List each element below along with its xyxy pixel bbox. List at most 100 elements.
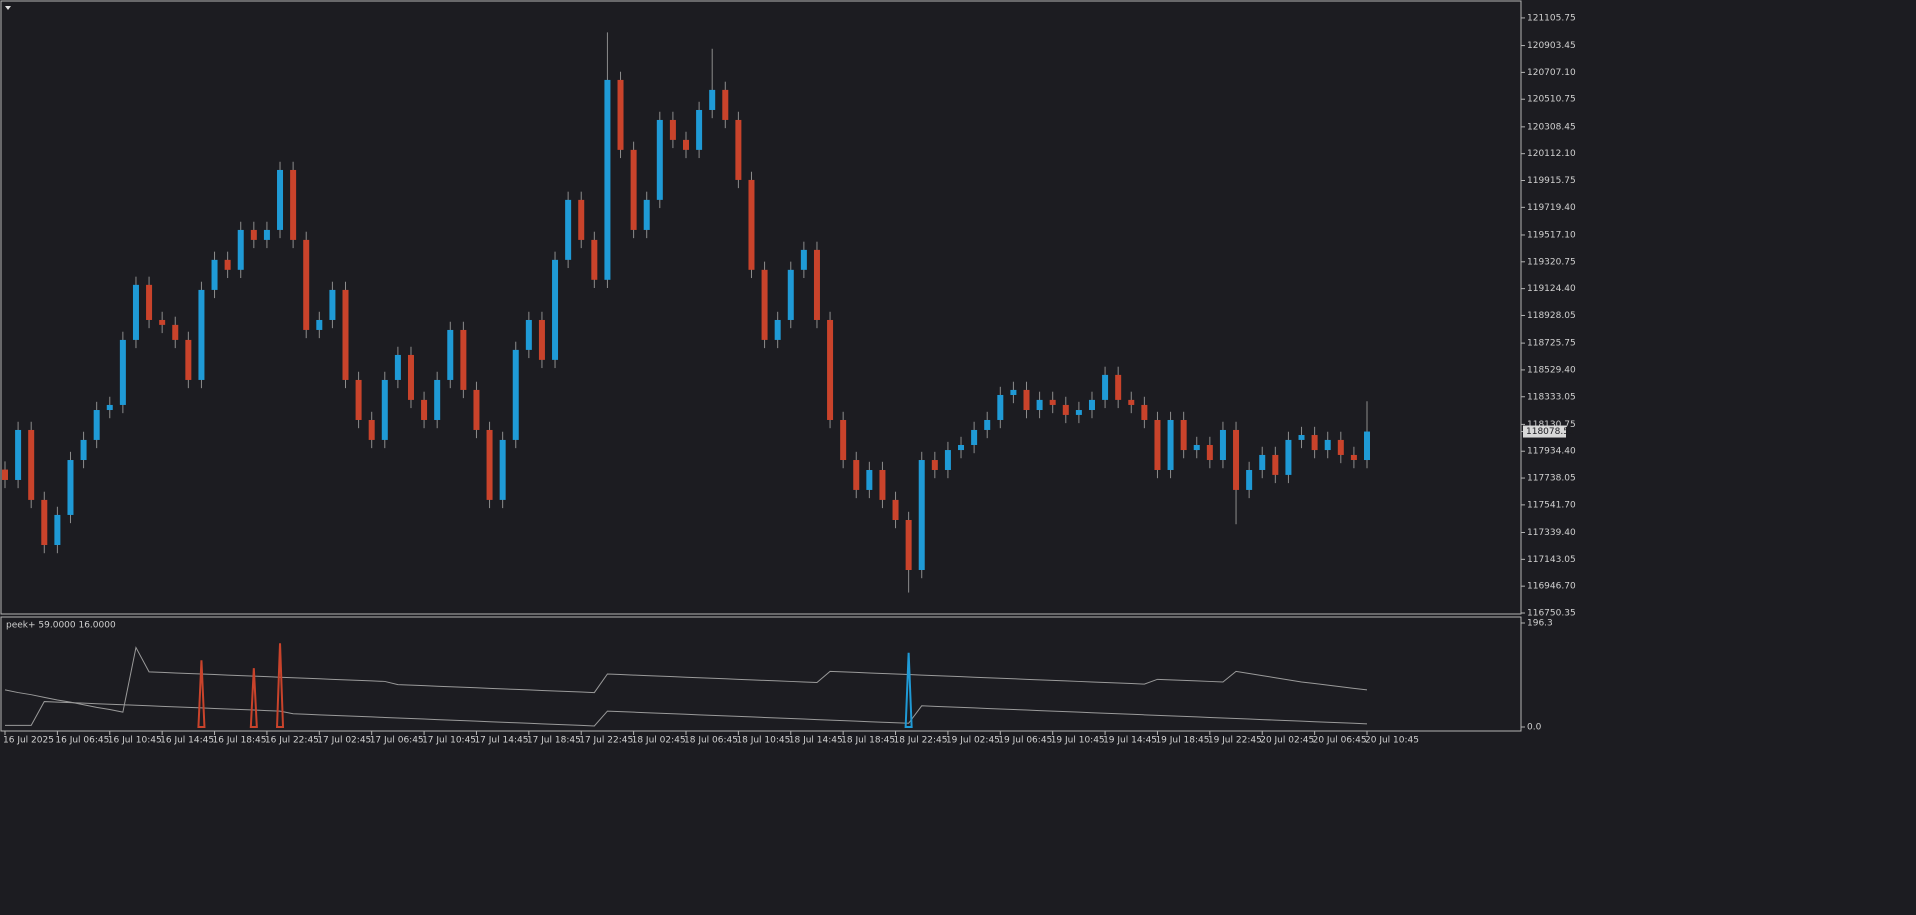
indicator-line xyxy=(5,701,1368,727)
candle-body xyxy=(1364,431,1370,461)
candle-body xyxy=(617,79,624,150)
x-tick-label: 16 Jul 06:45 xyxy=(55,736,109,746)
candle-body xyxy=(905,520,912,571)
candle-body xyxy=(1233,429,1240,490)
candle-body xyxy=(1180,419,1187,451)
candle-body xyxy=(1088,399,1095,411)
candle-body xyxy=(185,339,192,380)
candle-body xyxy=(1036,399,1043,411)
candle-body xyxy=(159,319,166,325)
candle-body xyxy=(250,229,257,240)
candle-body xyxy=(211,259,218,290)
candle-body xyxy=(1075,410,1082,415)
y-tick-label: 118529.40 xyxy=(1527,365,1576,375)
candle-body xyxy=(748,179,755,270)
candle-body xyxy=(172,324,179,340)
y-tick-label: 117934.40 xyxy=(1527,447,1576,457)
y-tick-label: 118725.75 xyxy=(1527,339,1576,349)
indicator-title: peek+ 59.0000 16.0000 xyxy=(6,621,116,631)
y-tick-label: 117541.70 xyxy=(1527,500,1576,510)
candle-body xyxy=(28,429,35,500)
y-tick-label: 118333.05 xyxy=(1527,392,1576,402)
candle-body xyxy=(696,109,703,150)
spike xyxy=(904,652,913,728)
candle-body xyxy=(1219,429,1226,461)
candle-body xyxy=(106,404,113,411)
candle-body xyxy=(1141,404,1148,420)
candle-body xyxy=(224,259,231,270)
candle-body xyxy=(958,444,965,451)
candle-body xyxy=(840,419,847,461)
candle-body xyxy=(132,284,139,340)
candle-body xyxy=(512,349,519,440)
candle-body xyxy=(538,319,545,360)
y-tick-label: 117143.05 xyxy=(1527,555,1576,565)
x-tick-label: 17 Jul 06:45 xyxy=(370,736,424,746)
candle-body xyxy=(971,429,978,445)
candle-body xyxy=(735,119,742,180)
indicator-frame xyxy=(0,616,1522,732)
y-tick-label: 116750.35 xyxy=(1527,608,1576,618)
x-tick-label: 20 Jul 02:45 xyxy=(1260,736,1314,746)
candle-body xyxy=(486,429,493,500)
x-tick-label: 19 Jul 22:45 xyxy=(1208,736,1262,746)
y-tick-label: 118928.05 xyxy=(1527,311,1576,321)
y-tick-label: 0.0 xyxy=(1527,723,1542,733)
main-frame xyxy=(0,0,1522,615)
candle-body xyxy=(1115,374,1122,400)
candle-body xyxy=(1246,469,1253,490)
candle-body xyxy=(2,469,8,480)
candle-body xyxy=(329,289,336,320)
candle-body xyxy=(591,239,598,280)
candle-body xyxy=(1010,389,1017,395)
candle-body xyxy=(290,169,297,240)
x-tick-label: 17 Jul 10:45 xyxy=(422,736,476,746)
x-tick-label: 18 Jul 18:45 xyxy=(841,736,895,746)
spike xyxy=(275,643,285,728)
candle-body xyxy=(277,169,284,230)
candle-body xyxy=(669,119,676,140)
candle-body xyxy=(394,354,401,380)
candle-body xyxy=(198,289,205,380)
x-tick-label: 18 Jul 02:45 xyxy=(632,736,686,746)
candle-body xyxy=(1206,444,1213,461)
x-tick-label: 18 Jul 10:45 xyxy=(736,736,790,746)
candle-body xyxy=(1285,439,1292,475)
x-tick-label: 20 Jul 06:45 xyxy=(1313,736,1367,746)
candle-body xyxy=(447,329,454,380)
candle-body xyxy=(93,410,100,440)
candle-body xyxy=(1167,419,1174,470)
candle-body xyxy=(1023,389,1030,411)
indicator-line xyxy=(4,646,1368,713)
x-tick-label: 16 Jul 10:45 xyxy=(108,736,162,746)
candle-body xyxy=(787,269,794,320)
candle-body xyxy=(800,249,807,270)
candle-body xyxy=(931,460,938,470)
x-tick-label: 18 Jul 06:45 xyxy=(684,736,738,746)
candle-body xyxy=(263,229,270,240)
candle-body xyxy=(1193,444,1200,451)
candle-body xyxy=(892,499,899,520)
menu-toggle[interactable] xyxy=(5,6,11,10)
candle-body xyxy=(984,419,991,430)
x-tick-label: 19 Jul 18:45 xyxy=(1155,736,1209,746)
y-tick-label: 119719.40 xyxy=(1527,203,1576,213)
y-tick-label: 119915.75 xyxy=(1527,176,1576,186)
candle-body xyxy=(722,89,729,120)
candle-body xyxy=(813,249,820,320)
x-tick-label: 16 Jul 18:45 xyxy=(213,736,267,746)
y-tick-label: 119517.10 xyxy=(1527,230,1576,240)
x-tick-label: 16 Jul 14:45 xyxy=(160,736,214,746)
candle-body xyxy=(1259,454,1266,470)
candle-body xyxy=(342,289,349,380)
candle-body xyxy=(761,269,768,340)
x-tick-label: 18 Jul 14:45 xyxy=(789,736,843,746)
candle-body xyxy=(683,139,689,150)
candle-body xyxy=(434,379,441,420)
candle-body xyxy=(303,239,310,330)
x-tick-label: 18 Jul 22:45 xyxy=(894,736,948,746)
y-tick-label: 120903.45 xyxy=(1527,41,1576,51)
candle-body xyxy=(67,460,74,515)
y-tick-label: 117339.40 xyxy=(1527,528,1576,538)
